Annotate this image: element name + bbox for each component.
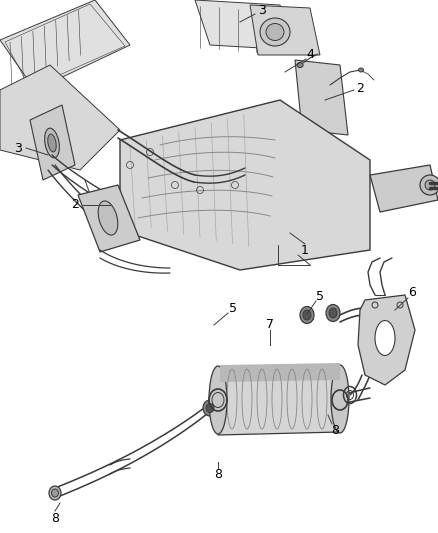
Text: 8: 8 xyxy=(214,469,222,481)
Ellipse shape xyxy=(420,175,438,195)
Text: 1: 1 xyxy=(301,244,309,256)
Text: 7: 7 xyxy=(266,318,274,330)
Ellipse shape xyxy=(425,180,435,190)
Ellipse shape xyxy=(49,486,61,500)
Polygon shape xyxy=(358,295,415,385)
Ellipse shape xyxy=(260,18,290,46)
Text: 4: 4 xyxy=(306,49,314,61)
Ellipse shape xyxy=(375,320,395,356)
Ellipse shape xyxy=(266,23,284,41)
Text: 2: 2 xyxy=(356,82,364,94)
Ellipse shape xyxy=(297,62,303,68)
Polygon shape xyxy=(295,60,348,135)
Text: 2: 2 xyxy=(71,198,79,212)
Ellipse shape xyxy=(358,68,364,72)
Ellipse shape xyxy=(209,366,227,434)
Ellipse shape xyxy=(331,365,349,433)
Ellipse shape xyxy=(206,403,214,413)
Ellipse shape xyxy=(52,489,59,497)
Ellipse shape xyxy=(329,308,337,318)
Text: 5: 5 xyxy=(316,289,324,303)
Ellipse shape xyxy=(48,134,56,152)
Ellipse shape xyxy=(45,128,60,158)
Text: 5: 5 xyxy=(229,302,237,314)
Polygon shape xyxy=(120,100,370,270)
Polygon shape xyxy=(218,365,340,435)
Polygon shape xyxy=(250,5,320,55)
Text: 8: 8 xyxy=(331,424,339,437)
Text: 6: 6 xyxy=(408,287,416,300)
Polygon shape xyxy=(0,0,130,90)
Ellipse shape xyxy=(93,205,99,209)
Text: 3: 3 xyxy=(14,141,22,155)
Polygon shape xyxy=(30,105,75,180)
Ellipse shape xyxy=(326,304,340,321)
Ellipse shape xyxy=(303,310,311,320)
Text: 8: 8 xyxy=(51,512,59,524)
Text: 3: 3 xyxy=(258,4,266,17)
Ellipse shape xyxy=(98,201,118,235)
Polygon shape xyxy=(0,65,120,170)
Polygon shape xyxy=(195,0,295,50)
Polygon shape xyxy=(370,165,438,212)
Polygon shape xyxy=(220,363,340,382)
Ellipse shape xyxy=(300,306,314,324)
Polygon shape xyxy=(78,185,140,252)
Ellipse shape xyxy=(203,400,217,416)
